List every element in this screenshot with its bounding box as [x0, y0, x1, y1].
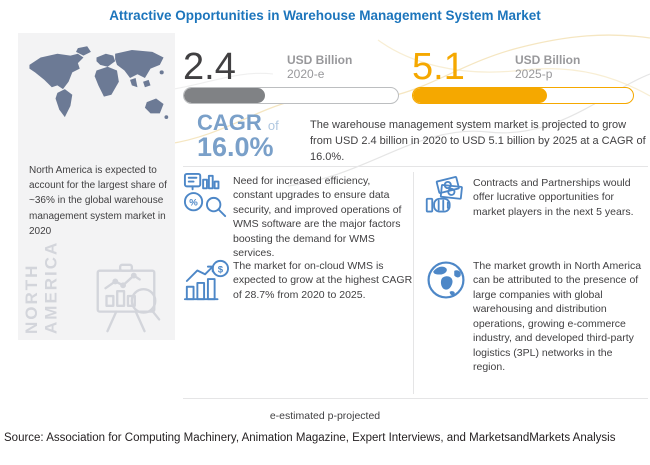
contracts-money-icon: [425, 176, 463, 213]
divider-horizontal-top: [183, 166, 648, 167]
stat-2025-year: 2025-p: [515, 67, 553, 82]
divider-vertical: [413, 172, 414, 394]
page-title: Attractive Opportunities in Warehouse Ma…: [109, 8, 541, 23]
insight-text: The market growth in North America can b…: [473, 260, 642, 374]
region-name-label: NORTH AMERICA: [22, 240, 61, 334]
stat-2020-unit: USD Billion 2020-e: [287, 53, 352, 82]
market-summary-text: The warehouse management system market i…: [310, 119, 646, 163]
insight-text: Contracts and Partnerships would offer l…: [473, 177, 634, 218]
world-map-icon: [29, 46, 169, 119]
stat-2025-unit: USD Billion 2025-p: [515, 53, 580, 82]
region-panel: North America is expected to account for…: [18, 33, 175, 340]
cloud-growth-icon: $: [183, 259, 229, 301]
region-share-text: North America is expected to account for…: [29, 165, 167, 237]
stat-2025-unit-label: USD Billion: [515, 53, 581, 67]
stat-2020-progress-fill: [184, 88, 266, 103]
estimate-legend: e-estimated p-projected: [269, 410, 381, 422]
stat-2020-unit-label: USD Billion: [287, 53, 353, 67]
stat-2025-progress-bar: [412, 87, 634, 104]
svg-text:%: %: [189, 198, 198, 209]
stat-2025-value: 5.1: [412, 46, 465, 88]
stat-2025-progress-fill: [413, 88, 548, 103]
cagr-of-label: of: [267, 118, 279, 133]
globe-icon: [427, 261, 465, 299]
cagr-label: CAGR: [197, 110, 262, 135]
insight-text: The market for on-cloud WMS is expected …: [233, 260, 413, 301]
cagr-value: 16.0%: [197, 132, 274, 163]
stat-2020-progress-bar: [183, 87, 399, 104]
stat-2020-year: 2020-e: [287, 67, 325, 82]
svg-text:$: $: [218, 264, 224, 275]
divider-horizontal-bottom: [183, 398, 648, 399]
insight-text: Need for increased efficiency, constant …: [233, 175, 402, 260]
stat-2020-value: 2.4: [183, 46, 236, 88]
presentation-analysis-icon: [96, 263, 161, 333]
source-line: Source: Association for Computing Machin…: [4, 432, 616, 444]
cagr-block: CAGR of 16.0%: [197, 110, 279, 163]
efficiency-analysis-icon: %: [183, 172, 227, 218]
